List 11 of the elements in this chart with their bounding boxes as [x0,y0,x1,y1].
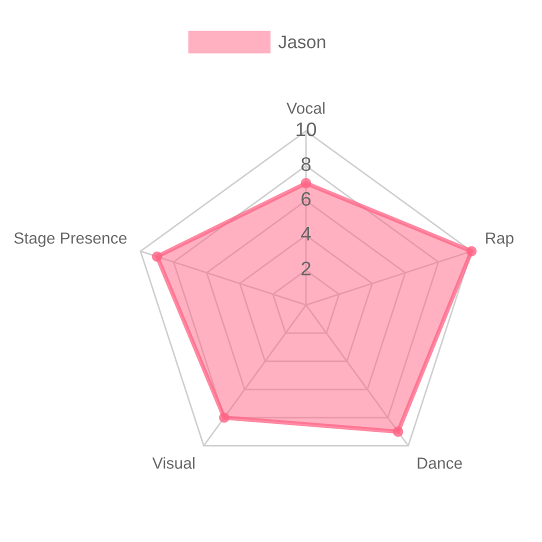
spoke-label: Rap [486,232,514,247]
y-tick-label: 2 [302,262,310,276]
spoke-label: Dance [418,458,462,469]
y-tick-label: 4 [301,227,311,240]
spoke-label: Vocal [286,102,324,114]
y-tick-label: 6 [302,192,311,206]
legend-label: Jason [278,36,326,48]
y-tick-label: 10 [296,122,316,136]
spoke-label: Visual [152,457,194,469]
spoke-label: Stage Presence [14,232,126,247]
y-tick-label: 8 [301,157,311,172]
